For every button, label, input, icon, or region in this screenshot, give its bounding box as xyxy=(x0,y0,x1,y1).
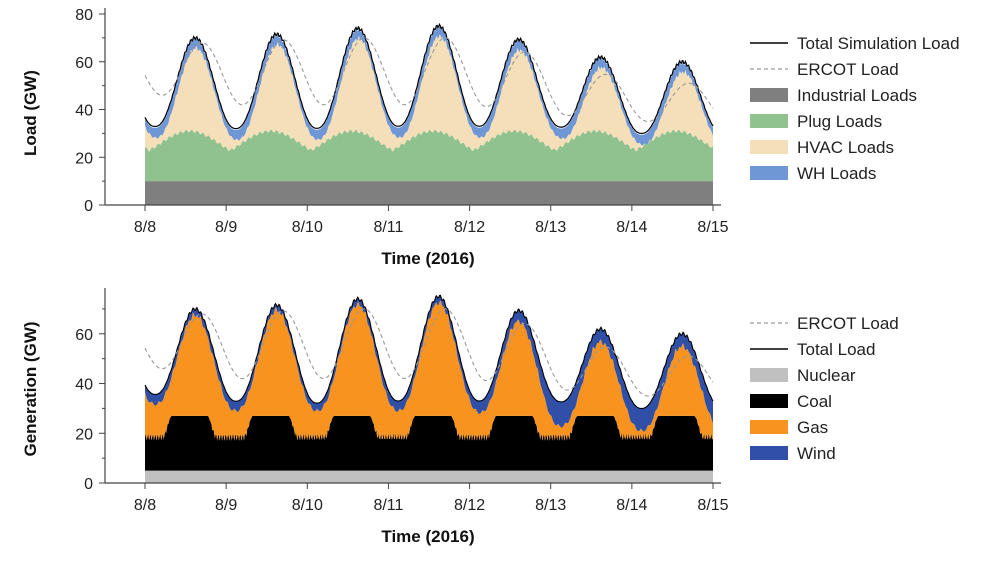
generation-chart-x-tick-label: 8/14 xyxy=(616,497,647,514)
generation-chart-lines xyxy=(144,294,714,409)
load-chart-x-tick-label: 8/10 xyxy=(292,219,323,236)
load-chart-lines xyxy=(144,22,714,134)
generation-chart-x-tick-label: 8/12 xyxy=(454,497,485,514)
load-chart-x-tick-label: 8/14 xyxy=(616,219,647,236)
generation-chart-legend-label: Nuclear xyxy=(797,366,856,385)
generation-chart-x-tick-label: 8/8 xyxy=(134,497,156,514)
wh-loads-area xyxy=(145,25,713,146)
plug-loads-area xyxy=(145,129,713,182)
generation-chart-axes: 0 20 40 60 8/8 8/9 8/10 8/11 8/12 8/13 8/14 8/15 xyxy=(75,288,729,514)
load-chart-legend-label: Total Simulation Load xyxy=(797,34,960,53)
load-chart-x-tick-label: 8/15 xyxy=(697,219,728,236)
generation-chart-legend-label: Gas xyxy=(797,418,828,437)
load-chart-legend-swatch xyxy=(750,166,788,180)
load-chart-x-tick-label: 8/9 xyxy=(215,219,237,236)
load-chart-axes: 0 20 40 60 80 8/8 8/9 8/10 8/11 8/12 8/13 8/14 8/15 xyxy=(75,7,728,236)
total-simulation-load-line xyxy=(144,22,714,134)
generation-chart-x-tick-label: 8/10 xyxy=(292,497,323,514)
generation-chart-legend-label: Coal xyxy=(797,392,832,411)
load-chart-legend: Total Simulation Load ERCOT Load Industria… xyxy=(750,34,960,183)
generation-chart-y-tick-label: 0 xyxy=(84,476,93,493)
load-chart-y-axis-title: Load (GW) xyxy=(21,70,40,156)
ercot-load-line xyxy=(144,37,714,122)
load-chart-legend-label: WH Loads xyxy=(797,164,876,183)
generation-chart-legend-swatch xyxy=(750,420,788,434)
hvac-loads-area xyxy=(145,34,713,152)
load-chart-legend-label: Industrial Loads xyxy=(797,86,917,105)
load-chart-legend-swatch xyxy=(750,114,788,128)
load-chart-x-tick-label: 8/11 xyxy=(373,219,403,236)
industrial-loads-area xyxy=(145,181,713,205)
generation-chart-legend-swatch xyxy=(750,394,788,408)
load-chart-y-tick-label: 60 xyxy=(75,55,93,72)
load-chart-x-tick-label: 8/13 xyxy=(535,219,566,236)
generation-chart-legend-label: ERCOT Load xyxy=(797,314,899,333)
generation-chart-x-tick-label: 8/9 xyxy=(215,497,237,514)
generation-chart-y-axis-title: Generation (GW) xyxy=(21,321,40,456)
generation-chart-legend-label: Total Load xyxy=(797,340,875,359)
total-load-line xyxy=(144,294,714,409)
load-chart-legend-label: Plug Loads xyxy=(797,112,882,131)
nuclear-area xyxy=(145,470,713,483)
load-chart-y-tick-label: 0 xyxy=(84,198,93,215)
generation-chart-legend-label: Wind xyxy=(797,444,836,463)
generation-chart-x-tick-label: 8/11 xyxy=(373,497,403,514)
generation-chart-x-tick-label: 8/15 xyxy=(697,497,728,514)
generation-chart-areas xyxy=(145,295,713,483)
generation-chart-legend: ERCOT Load Total Load Nuclear Coal Gas Wind xyxy=(750,314,899,463)
generation-chart-y-tick-label: 40 xyxy=(75,377,93,394)
generation-chart: 0 20 40 60 8/8 8/9 8/10 8/11 8/12 8/13 8/14 8/15 Ge… xyxy=(21,288,899,546)
load-chart-x-tick-label: 8/8 xyxy=(134,219,156,236)
wind-area xyxy=(145,295,713,432)
load-chart-y-tick-label: 40 xyxy=(75,103,93,120)
generation-chart-legend-swatch xyxy=(750,368,788,382)
generation-chart-x-tick-label: 8/13 xyxy=(535,497,566,514)
load-chart-areas xyxy=(145,25,713,205)
load-chart-x-tick-label: 8/12 xyxy=(454,219,485,236)
load-chart-legend-swatch xyxy=(750,88,788,102)
load-chart-x-axis-title: Time (2016) xyxy=(381,249,474,268)
load-chart-legend-swatch xyxy=(750,140,788,154)
load-chart-legend-label: ERCOT Load xyxy=(797,60,899,79)
generation-chart-y-tick-label: 60 xyxy=(75,327,93,344)
generation-chart-y-tick-label: 20 xyxy=(75,426,93,443)
generation-chart-legend-swatch xyxy=(750,446,788,460)
coal-area xyxy=(145,415,713,471)
gas-area xyxy=(145,300,713,441)
load-chart-y-tick-label: 20 xyxy=(75,150,93,167)
load-chart-legend-label: HVAC Loads xyxy=(797,138,894,157)
ercot-load-line xyxy=(144,308,714,397)
load-chart-y-tick-label: 80 xyxy=(75,7,93,24)
generation-chart-x-axis-title: Time (2016) xyxy=(381,527,474,546)
